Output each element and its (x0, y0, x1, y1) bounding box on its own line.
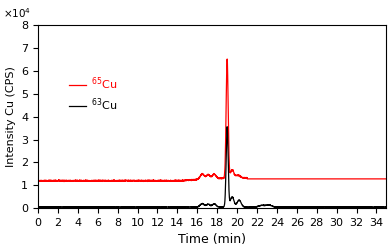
$^{63}$Cu (243, 206, 247, 209)
$^{63}$Cu (357, 205, 362, 208)
$^{63}$Cu (200, 202, 205, 205)
$^{63}$Cu (257, 204, 262, 207)
$^{65}$Cu (36, 179, 40, 182)
$^{65}$Cu (109, 179, 113, 182)
$^{65}$Cu (357, 177, 362, 180)
$^{65}$Cu (384, 177, 389, 180)
$^{65}$Cu (200, 173, 205, 176)
$^{63}$Cu (351, 206, 356, 209)
Y-axis label: Intensity Cu (CPS): Intensity Cu (CPS) (5, 66, 16, 167)
$^{65}$Cu (243, 176, 247, 179)
$^{63}$Cu (36, 205, 40, 208)
$^{65}$Cu (257, 177, 262, 180)
$^{65}$Cu (162, 179, 166, 182)
Text: $\times10^4$: $\times10^4$ (3, 6, 31, 20)
$^{65}$Cu (225, 57, 230, 60)
$^{63}$Cu (225, 125, 229, 128)
Line: $^{63}$Cu: $^{63}$Cu (38, 127, 387, 207)
Legend: $^{65}$Cu, $^{63}$Cu: $^{65}$Cu, $^{63}$Cu (64, 71, 122, 117)
Line: $^{65}$Cu: $^{65}$Cu (38, 59, 387, 182)
$^{63}$Cu (108, 206, 113, 209)
X-axis label: Time (min): Time (min) (178, 233, 246, 246)
$^{65}$Cu (62, 180, 66, 183)
$^{63}$Cu (162, 205, 166, 208)
$^{63}$Cu (384, 205, 389, 208)
